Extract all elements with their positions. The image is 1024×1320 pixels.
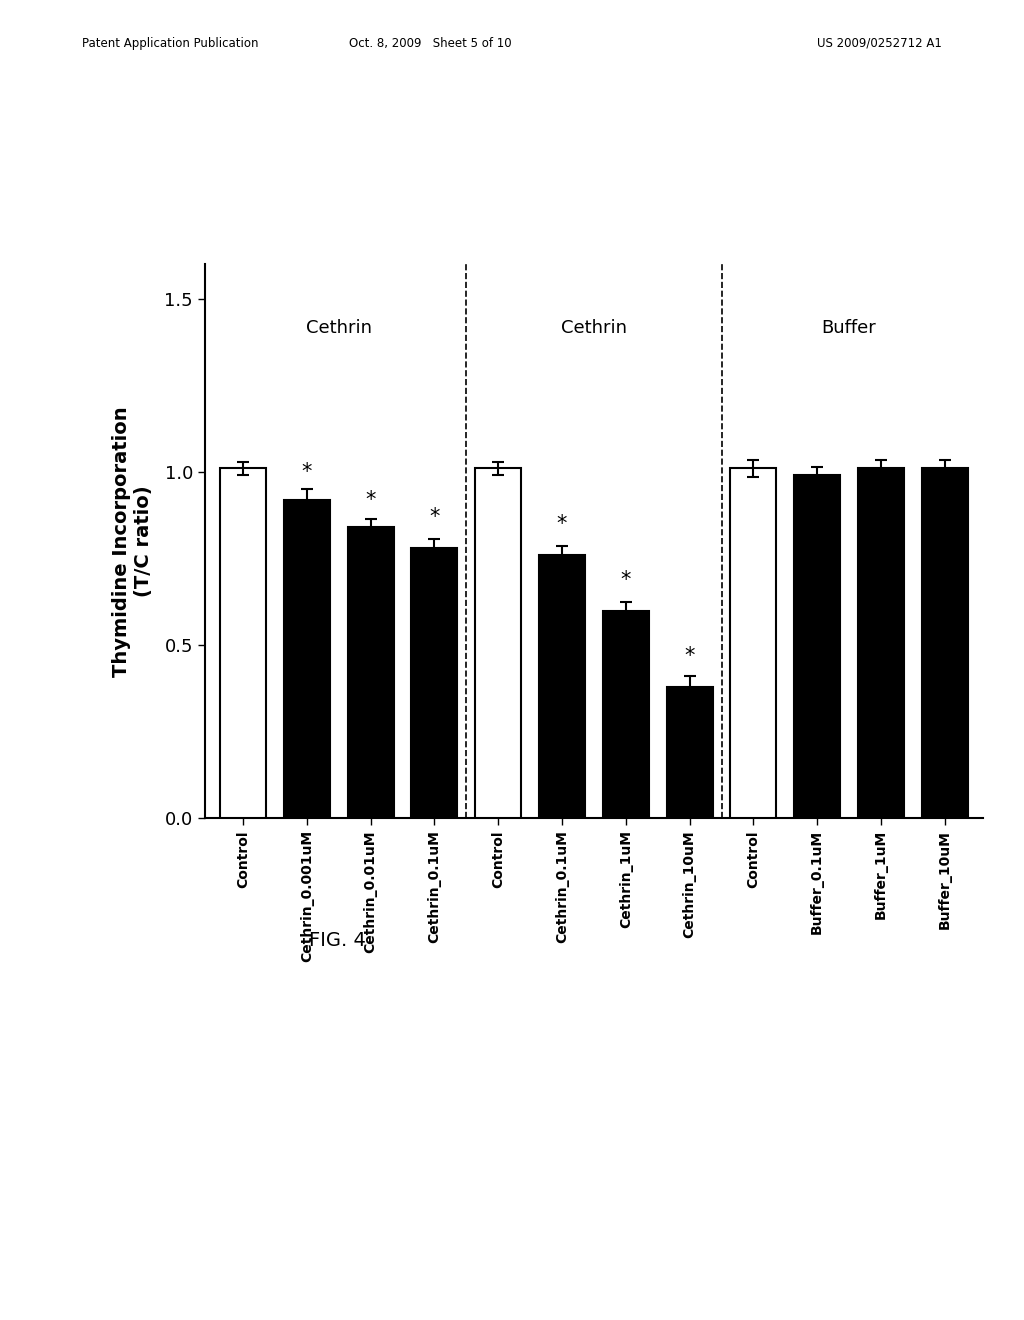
Text: Patent Application Publication: Patent Application Publication [82, 37, 258, 50]
Bar [603, 610, 649, 818]
Text: Cethrin: Cethrin [306, 319, 372, 338]
Bar [795, 475, 840, 818]
Text: *: * [621, 570, 631, 590]
Text: Oct. 8, 2009   Sheet 5 of 10: Oct. 8, 2009 Sheet 5 of 10 [349, 37, 511, 50]
Bar [667, 686, 713, 818]
Bar [922, 469, 968, 818]
Text: US 2009/0252712 A1: US 2009/0252712 A1 [817, 37, 942, 50]
Text: *: * [557, 515, 567, 535]
Text: *: * [429, 507, 439, 527]
Text: Buffer: Buffer [821, 319, 877, 338]
Bar [539, 554, 585, 818]
Text: *: * [302, 462, 312, 482]
Bar [475, 469, 521, 818]
Bar [348, 527, 393, 818]
Bar [412, 548, 458, 818]
Bar [284, 499, 330, 818]
Text: FIG. 4: FIG. 4 [309, 931, 367, 949]
Bar [220, 469, 266, 818]
Bar [858, 469, 904, 818]
Text: *: * [366, 490, 376, 510]
Bar [730, 469, 776, 818]
Text: Cethrin: Cethrin [561, 319, 627, 338]
Y-axis label: Thymidine Incorporation
(T/C ratio): Thymidine Incorporation (T/C ratio) [113, 405, 154, 677]
Text: *: * [684, 645, 695, 665]
